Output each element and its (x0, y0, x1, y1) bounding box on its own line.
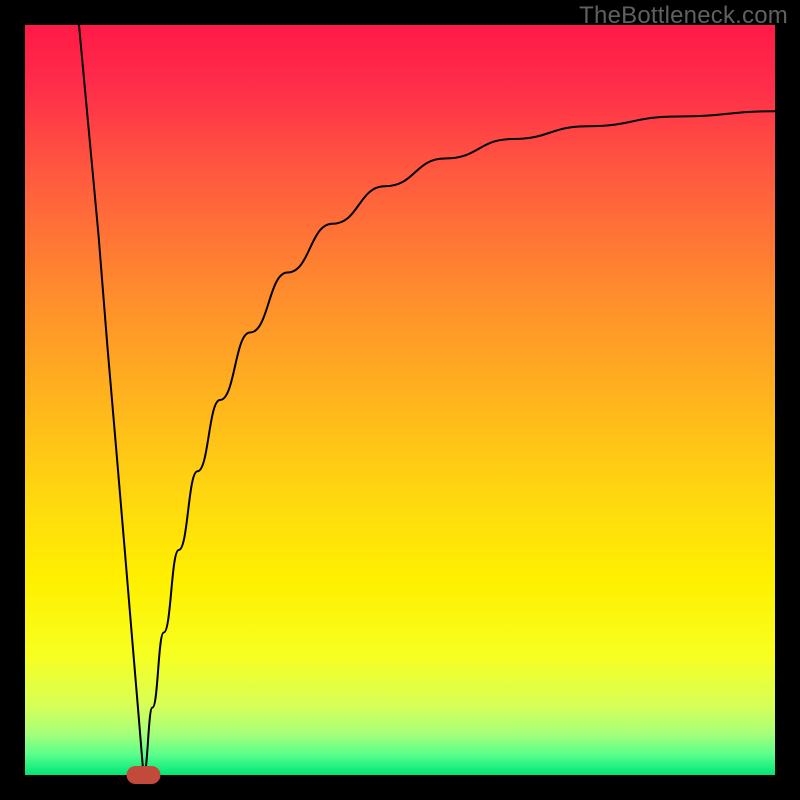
gradient-background (25, 25, 775, 775)
chart-container: TheBottleneck.com (0, 0, 800, 800)
minimum-marker (127, 766, 161, 784)
bottleneck-chart (0, 0, 800, 800)
